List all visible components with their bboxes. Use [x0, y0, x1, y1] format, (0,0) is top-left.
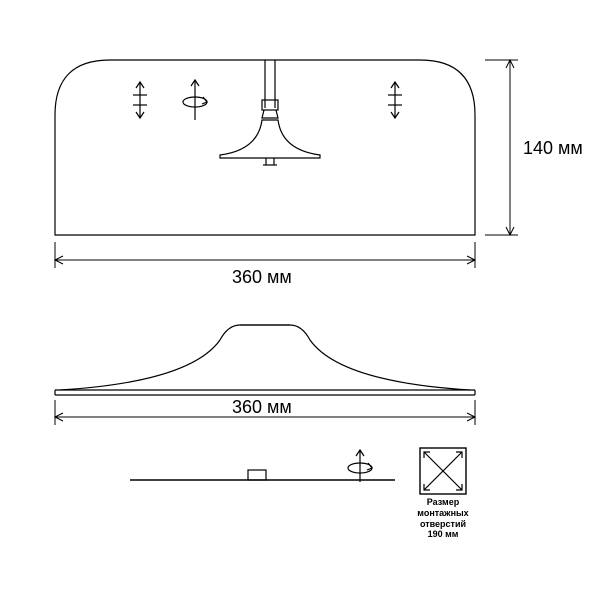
- adjust-icon-left: [133, 82, 147, 118]
- mount-label: Размер монтажных отверстий 190 мм: [413, 497, 473, 540]
- dim-width-front-label: 360 мм: [232, 267, 292, 288]
- base-view: [130, 450, 395, 482]
- top-view: [55, 325, 475, 395]
- mount-box-icon: [420, 448, 466, 494]
- dim-height-label: 140 мм: [523, 138, 583, 159]
- dim-width-top-label: 360 мм: [232, 397, 292, 418]
- adjust-icon-right: [388, 82, 402, 118]
- dim-height-front: [485, 60, 518, 235]
- front-view: [55, 60, 475, 235]
- rotate-icon: [183, 80, 207, 120]
- diagram-svg: [0, 0, 600, 600]
- dim-width-front: [55, 242, 475, 268]
